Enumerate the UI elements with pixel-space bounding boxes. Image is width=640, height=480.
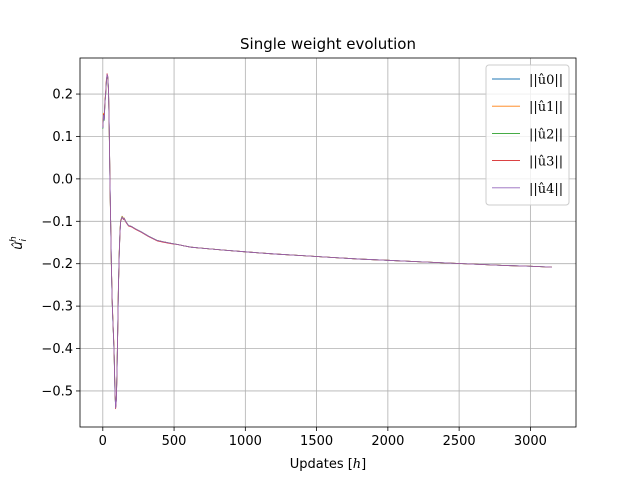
series-layer xyxy=(102,73,552,410)
y-tick-label: 0.0 xyxy=(52,172,73,187)
x-axis-label: Updates [h] xyxy=(290,457,367,472)
y-tick-label: −0.1 xyxy=(41,215,73,230)
plot-frame xyxy=(79,57,577,428)
x-tick-label: 1000 xyxy=(229,434,262,449)
x-tick-label: 3000 xyxy=(514,434,547,449)
x-axis-label-text: Updates [ xyxy=(290,457,353,472)
y-tick-label: −0.3 xyxy=(41,300,73,315)
legend-label-4: ||û4|| xyxy=(529,182,563,197)
grid xyxy=(80,58,576,427)
y-tick-label: −0.4 xyxy=(41,342,73,357)
y-label-sub: i xyxy=(19,238,29,241)
y-label-u: û xyxy=(11,241,26,249)
x-tick-label: 500 xyxy=(162,434,187,449)
x-tick-label: 0 xyxy=(99,434,107,449)
y-tick-label: 0.2 xyxy=(52,88,73,103)
y-label-sup: h xyxy=(9,236,19,242)
y-axis-label: ûih xyxy=(9,236,29,250)
x-tick-label: 1500 xyxy=(300,434,333,449)
legend-label-2: ||û2|| xyxy=(529,127,563,142)
x-tick-label: 2500 xyxy=(443,434,476,449)
legend-label-0: ||û0|| xyxy=(529,73,563,88)
chart-title: Single weight evolution xyxy=(240,35,416,53)
legend-label-1: ||û1|| xyxy=(529,100,563,115)
y-axis-label-text: ûih xyxy=(9,236,29,250)
legend-box xyxy=(485,64,570,206)
y-tick-label: −0.2 xyxy=(41,257,73,272)
x-axis-label-close: ] xyxy=(361,457,366,472)
x-axis-label-h: h xyxy=(353,457,361,472)
y-tick-label: −0.5 xyxy=(41,384,73,399)
y-axis: −0.5 −0.4 −0.3 −0.2 −0.1 0.0 0.1 0.2 xyxy=(41,88,80,399)
x-axis: 0 500 1000 1500 2000 2500 3000 xyxy=(99,427,547,449)
legend: ||û0|| ||û1|| ||û2|| ||û3|| ||û4|| xyxy=(485,64,570,206)
series-line-4 xyxy=(102,74,552,409)
y-tick-label: 0.1 xyxy=(52,130,73,145)
x-tick-label: 2000 xyxy=(371,434,404,449)
legend-label-3: ||û3|| xyxy=(529,155,563,170)
